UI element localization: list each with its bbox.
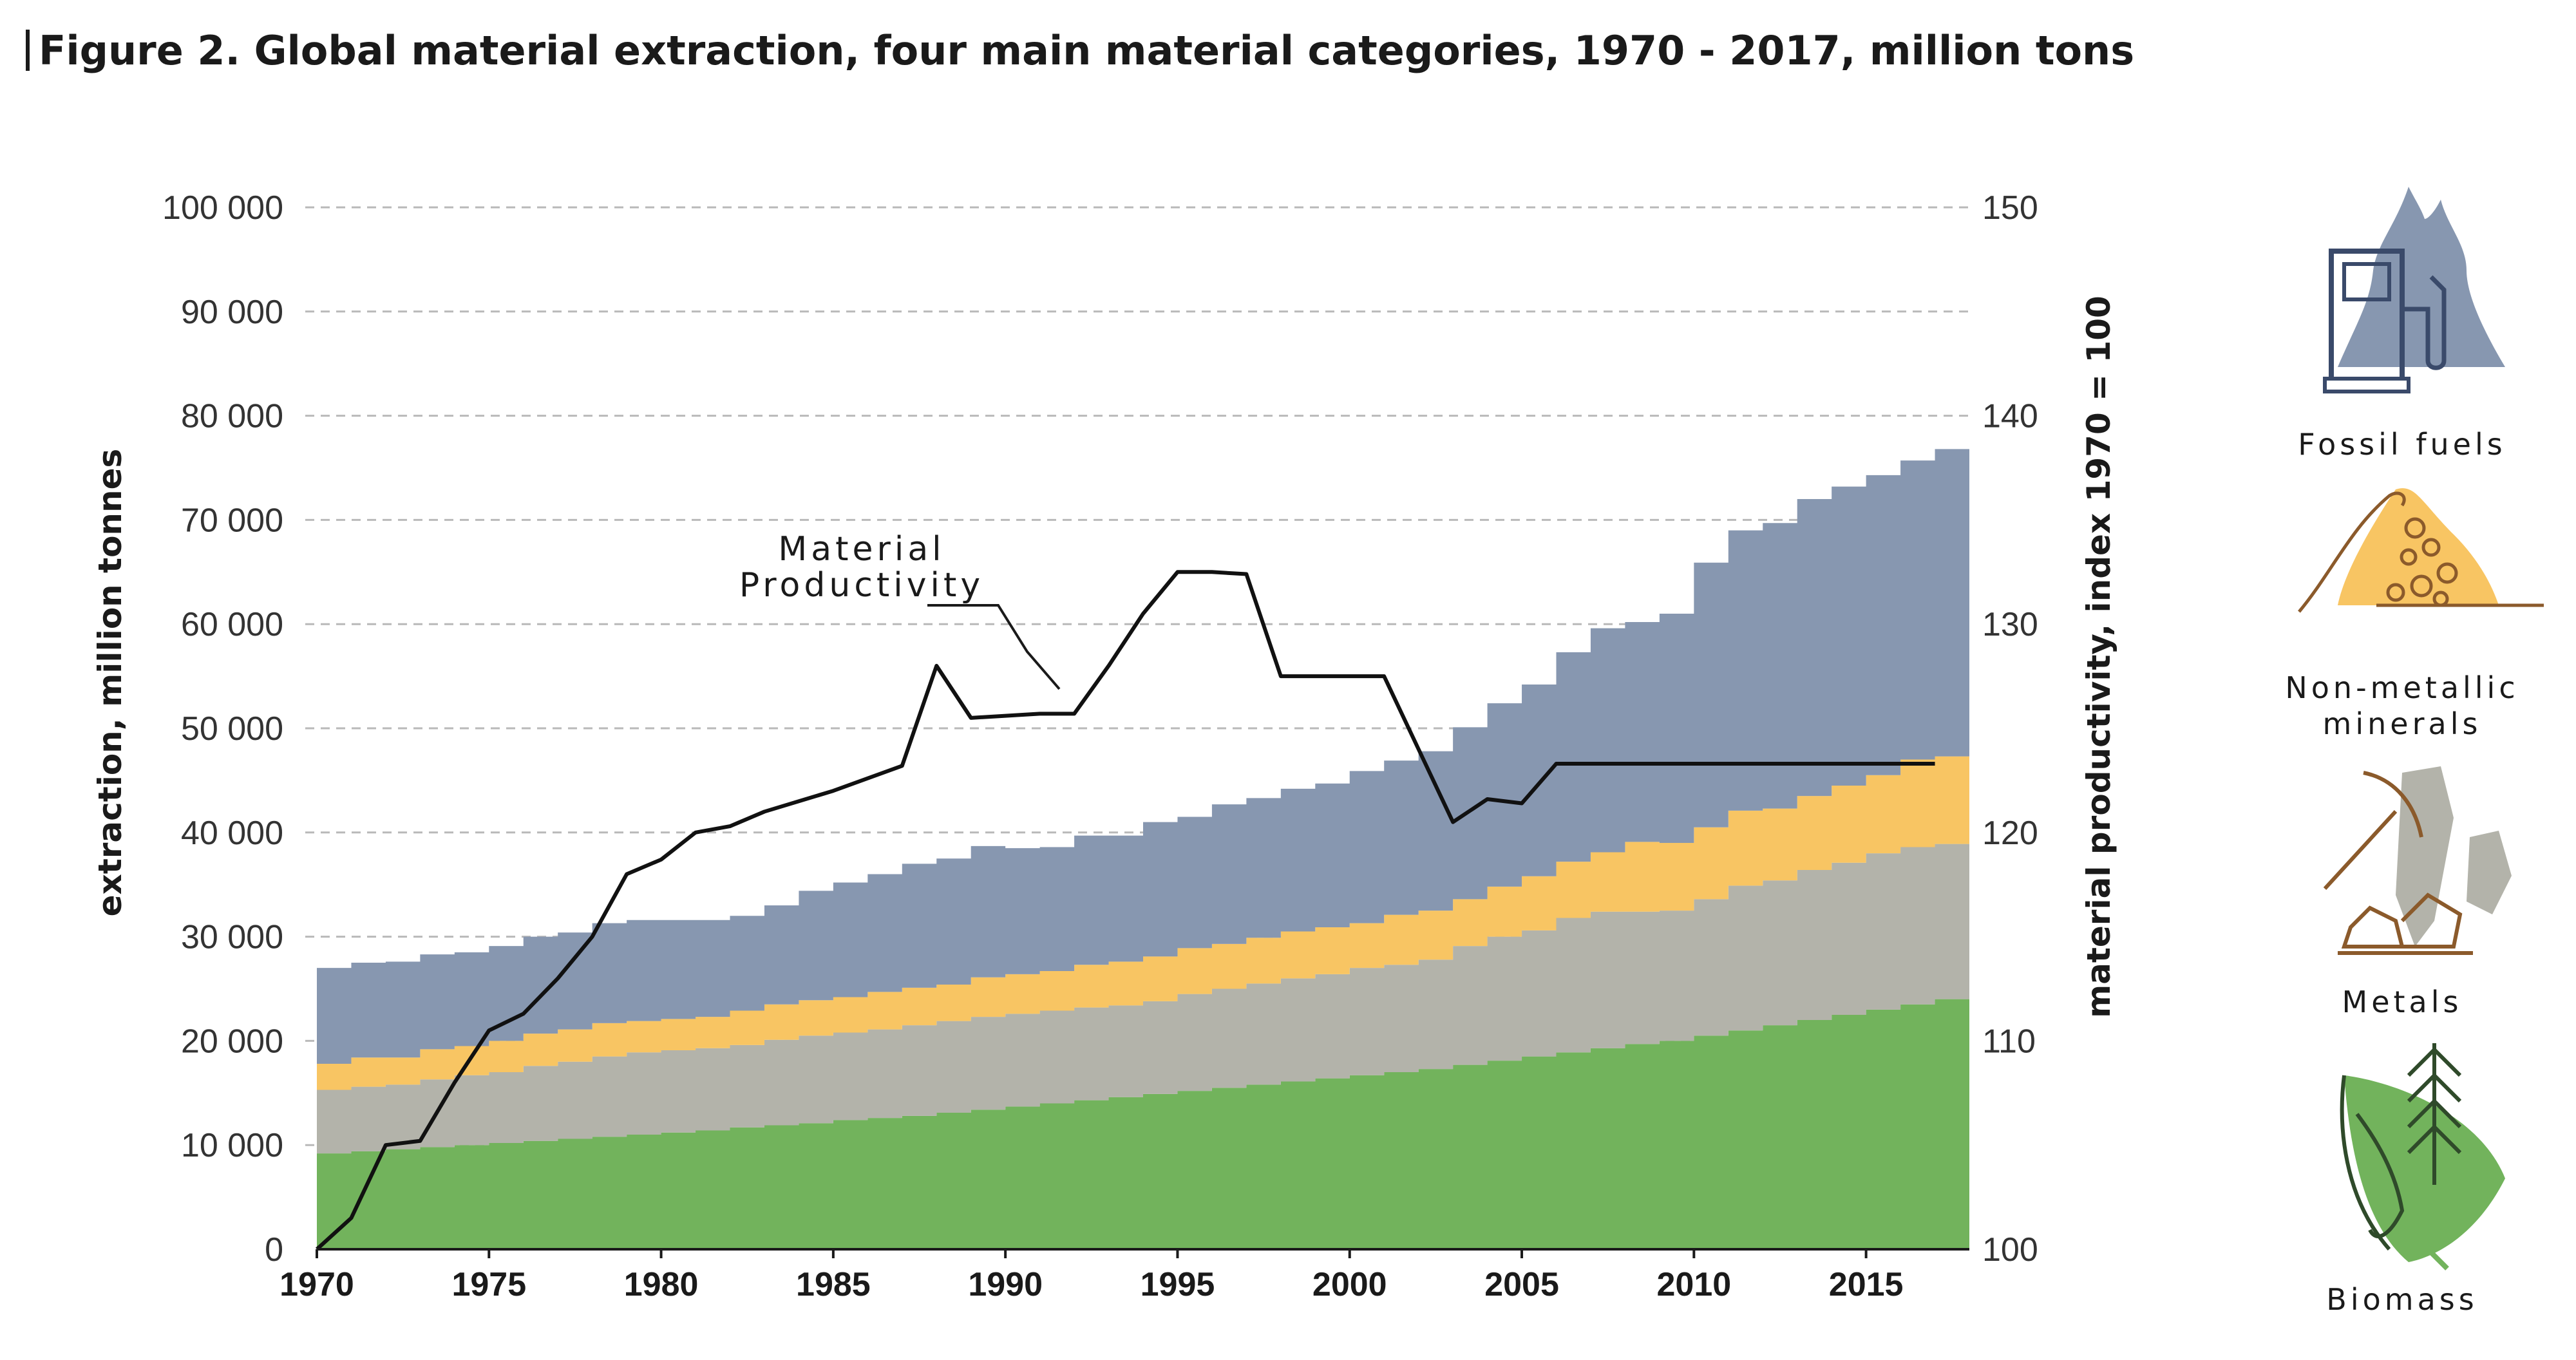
y-tick-label: 0 bbox=[265, 1231, 283, 1269]
area-fossil-fuels bbox=[317, 449, 1969, 1064]
y2-tick-label: 140 bbox=[1982, 398, 2038, 435]
stacked-areas bbox=[317, 449, 1969, 1249]
y-tick-label: 50 000 bbox=[181, 710, 283, 748]
y-tick-label: 100 000 bbox=[162, 189, 283, 227]
legend-fossil-fuels: Fossil fuels bbox=[2241, 426, 2563, 462]
area-biomass bbox=[317, 999, 1969, 1249]
biomass-icon bbox=[2340, 1043, 2505, 1270]
x-tick-label: 2015 bbox=[1829, 1266, 1904, 1303]
y2-tick-label: 150 bbox=[1982, 189, 2038, 227]
y-tick-label: 60 000 bbox=[181, 606, 283, 643]
y-tick-label: 20 000 bbox=[181, 1023, 283, 1060]
x-tick-label: 1975 bbox=[451, 1266, 526, 1303]
figure-title: Figure 2. Global material extraction, fo… bbox=[26, 24, 2134, 76]
annotation-line-2: Productivity bbox=[739, 566, 984, 605]
y-axis-label: extraction, million tonnes bbox=[91, 449, 129, 917]
productivity-line-group bbox=[315, 570, 1935, 1251]
x-tick-label: 1995 bbox=[1141, 1266, 1215, 1303]
non-metallic-minerals-icon bbox=[2298, 488, 2544, 613]
area-non-metallic-minerals bbox=[317, 756, 1969, 1090]
y-tick-label: 10 000 bbox=[181, 1127, 283, 1164]
metals-icon bbox=[2323, 766, 2512, 955]
y-tick-label: 30 000 bbox=[181, 919, 283, 956]
series-line-material-productivity bbox=[315, 570, 1935, 1251]
legend-label-metals: Metals bbox=[2342, 985, 2463, 1019]
x-tick-label: 1985 bbox=[796, 1266, 871, 1303]
x-tick-label: 2005 bbox=[1484, 1266, 1559, 1303]
legend-label-non-metallic: Non-metallic bbox=[2285, 670, 2519, 705]
y2-tick-label: 100 bbox=[1982, 1231, 2038, 1269]
axes: 0 10 000 20 000 30 000 40 000 50 000 60 000 70 … bbox=[91, 189, 2117, 1303]
x-tick-label: 2010 bbox=[1656, 1266, 1731, 1303]
y-tick-label: 70 000 bbox=[181, 502, 283, 539]
y2-tick-label: 120 bbox=[1982, 815, 2038, 852]
annotation-line-1: Material bbox=[778, 530, 945, 569]
legend-non-metallic-minerals: Non-metallic minerals bbox=[2241, 670, 2563, 742]
y2-axis-label: material productivity, index 1970 = 100 bbox=[2080, 296, 2117, 1018]
legend-label-biomass: Biomass bbox=[2326, 1282, 2478, 1317]
legend-biomass: Biomass bbox=[2241, 1281, 2563, 1318]
y2-tick-label: 130 bbox=[1982, 606, 2038, 643]
y-tick-label: 80 000 bbox=[181, 398, 283, 435]
annotation-leader-line bbox=[927, 604, 1061, 690]
x-tick-label: 1980 bbox=[624, 1266, 699, 1303]
legend-label-minerals: minerals bbox=[2322, 706, 2482, 741]
title-bar-decoration bbox=[26, 30, 30, 71]
y2-tick-label: 110 bbox=[1982, 1023, 2036, 1060]
figure-title-text: Figure 2. Global material extraction, fo… bbox=[39, 26, 2135, 74]
legend-metals: Metals bbox=[2241, 984, 2563, 1020]
x-tick-label: 2000 bbox=[1312, 1266, 1387, 1303]
fossil-fuels-icon bbox=[2323, 187, 2505, 393]
y-tick-label: 40 000 bbox=[181, 815, 283, 852]
x-tick-label: 1990 bbox=[968, 1266, 1043, 1303]
x-tick-label: 1970 bbox=[279, 1266, 354, 1303]
y-tick-label: 90 000 bbox=[181, 294, 283, 331]
legend-label-fossil-fuels: Fossil fuels bbox=[2298, 427, 2506, 462]
